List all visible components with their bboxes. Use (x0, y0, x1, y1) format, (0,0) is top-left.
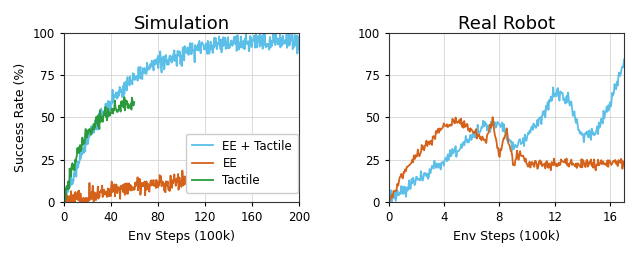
EE (291, 177, 298, 180)
Tactile (61, 200, 68, 204)
EE + Tactile (172, 55, 180, 58)
Tactile (109, 112, 117, 115)
EE + Tactile (269, 31, 277, 34)
EE (174, 180, 182, 183)
EE + Tactile (60, 200, 68, 204)
EE (296, 171, 303, 174)
Legend: EE + Tactile, EE, Tactile: EE + Tactile, EE, Tactile (186, 134, 298, 193)
Tactile (118, 103, 126, 106)
Tactile (100, 113, 108, 117)
Line: EE: EE (64, 161, 300, 202)
EE (282, 159, 290, 162)
Tactile (88, 126, 96, 129)
EE (60, 197, 68, 200)
EE (253, 173, 261, 177)
Line: EE + Tactile: EE + Tactile (64, 33, 300, 202)
Title: Simulation: Simulation (134, 14, 230, 32)
Tactile (97, 116, 105, 119)
EE + Tactile (173, 55, 181, 58)
EE (172, 177, 180, 181)
Tactile (120, 96, 128, 99)
EE (188, 183, 196, 186)
EE + Tactile (253, 46, 260, 49)
Line: Tactile: Tactile (64, 97, 134, 202)
Tactile (60, 195, 68, 198)
EE (201, 167, 209, 170)
EE + Tactile (200, 48, 208, 51)
EE + Tactile (291, 45, 298, 48)
EE + Tactile (188, 53, 195, 56)
X-axis label: Env Steps (100k): Env Steps (100k) (128, 230, 235, 243)
Y-axis label: Success Rate (%): Success Rate (%) (14, 63, 27, 172)
EE (61, 200, 68, 204)
Tactile (131, 101, 138, 104)
EE + Tactile (296, 47, 303, 51)
Title: Real Robot: Real Robot (458, 14, 555, 32)
Tactile (84, 133, 92, 136)
X-axis label: Env Steps (100k): Env Steps (100k) (453, 230, 560, 243)
